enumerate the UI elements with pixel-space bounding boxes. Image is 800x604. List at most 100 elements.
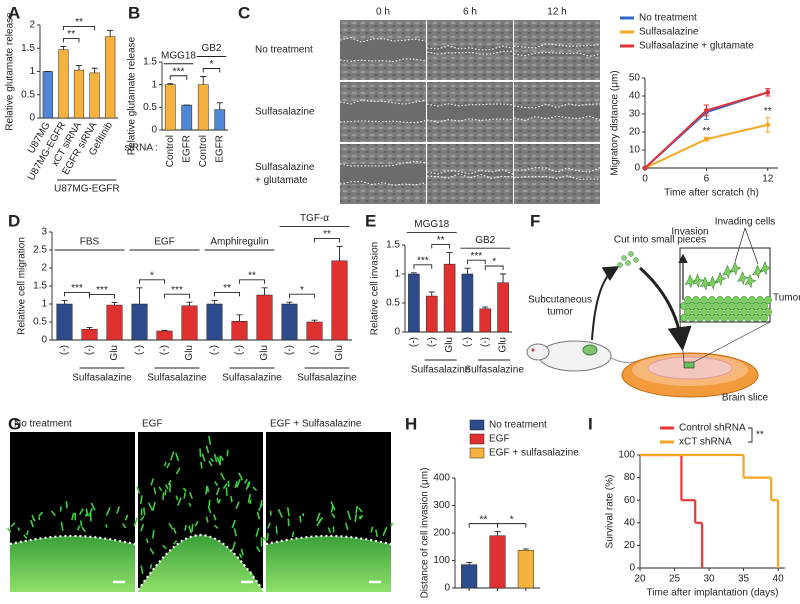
x-tick-label: (-) — [409, 337, 420, 347]
wound-edge — [426, 173, 514, 179]
bar — [42, 71, 53, 119]
wound-edge — [426, 50, 514, 55]
y-tick-label: 0.5 — [33, 317, 47, 328]
invading-cell — [150, 478, 155, 486]
invading-cell — [172, 527, 177, 534]
panel-label: D — [8, 211, 20, 230]
invading-cell — [79, 520, 83, 527]
significance-bracket — [484, 265, 504, 270]
x-tick-label: (-) — [284, 345, 295, 355]
invading-cell — [706, 275, 720, 290]
tumor-cell — [696, 314, 704, 322]
y-axis-label: Relative glutamate release — [5, 12, 16, 131]
wound-edge — [513, 51, 601, 57]
invading-cell — [316, 518, 322, 527]
significance-label: * — [510, 514, 514, 525]
significance-label: * — [300, 285, 304, 296]
y-tick-label: 20 — [624, 540, 636, 551]
invading-cell — [207, 505, 212, 514]
wound-edge — [426, 168, 514, 175]
invading-cell — [354, 513, 358, 522]
invading-cell — [358, 515, 362, 520]
legend-label: xCT shRNA — [679, 437, 732, 448]
significance-label: *** — [96, 285, 108, 296]
invading-cell — [71, 512, 75, 521]
y-tick-label: 30 — [629, 109, 641, 120]
tumor-cell — [692, 296, 700, 304]
error-bar — [86, 326, 93, 330]
label: Subcutaneous — [528, 295, 592, 306]
x-tick-label: (-) — [462, 337, 473, 347]
significance-label: ** — [479, 514, 487, 525]
invading-cell — [140, 495, 143, 505]
x-tick-label: Glu — [109, 345, 120, 361]
tumor-cell — [752, 302, 760, 310]
bar — [56, 303, 73, 341]
y-tick-label: 2 — [29, 20, 35, 31]
error-bar — [60, 45, 67, 50]
group-label: MGG18 — [161, 50, 196, 61]
tumor-cell — [728, 302, 736, 310]
panel-label: C — [238, 3, 250, 22]
y-tick-label: 40 — [624, 517, 636, 528]
invading-cell — [255, 546, 261, 553]
invading-cell — [143, 507, 146, 516]
x-tick-label: (-) — [309, 345, 320, 355]
subgroup-label: Sulfasalazine — [147, 373, 207, 384]
invading-cell — [88, 507, 93, 517]
invading-cell — [175, 452, 180, 462]
invading-cell — [17, 527, 21, 531]
y-tick-label: 80 — [624, 472, 636, 483]
error-bar — [428, 291, 435, 297]
tumor-cell — [732, 296, 740, 304]
invading-cell — [38, 516, 41, 521]
wound-edge — [513, 103, 601, 109]
tumor-cell — [716, 296, 724, 304]
x-tick-label: (-) — [480, 337, 491, 347]
tumor-cell — [760, 302, 768, 310]
invading-cell — [213, 524, 219, 529]
group-label: GB2 — [201, 43, 221, 54]
tumor-cell — [744, 314, 752, 322]
x-tick-label: (-) — [59, 345, 70, 355]
legend-label: Control shRNA — [679, 423, 746, 434]
tumor-cell — [748, 308, 756, 316]
significance-bracket — [62, 25, 96, 31]
wound — [427, 48, 513, 52]
invading-cell — [238, 553, 243, 559]
bar — [408, 273, 420, 333]
subgroup-label: Sulfasalazine — [464, 365, 524, 376]
tumor-cell — [728, 314, 736, 322]
invading-cell — [145, 538, 149, 544]
x-tick-label: Glu — [184, 345, 195, 361]
significance-label: ** — [702, 126, 710, 137]
significance-bracket — [497, 523, 527, 528]
x-tick-label: 25 — [669, 574, 681, 585]
invading-cell — [222, 483, 228, 490]
column-label: 6 h — [463, 7, 477, 18]
invading-cell — [736, 270, 750, 286]
bar — [106, 304, 123, 341]
zoom-lines — [679, 321, 771, 363]
error-bar — [236, 314, 243, 322]
error-bar — [76, 65, 82, 71]
tumor-cell — [756, 296, 764, 304]
group-label: FBS — [80, 237, 100, 248]
invading-cell — [165, 484, 169, 490]
y-tick-label: 2.5 — [33, 245, 47, 256]
wound — [427, 104, 513, 120]
significance-bracket — [314, 237, 340, 243]
invading-cell — [23, 534, 28, 539]
tumor-edge — [265, 534, 392, 546]
wound-edge — [513, 43, 601, 49]
x-tick-label: (-) — [134, 345, 145, 355]
tumor-cell — [688, 302, 696, 310]
y-tick-label: 100 — [433, 555, 450, 566]
invading-cell — [218, 498, 221, 503]
wound-edge — [339, 180, 427, 186]
error-bar — [464, 267, 471, 274]
wound-edge — [513, 167, 601, 173]
tumor-cell — [724, 296, 732, 304]
significance-bracket — [169, 75, 188, 80]
x-tick-label: Glu — [259, 345, 270, 361]
